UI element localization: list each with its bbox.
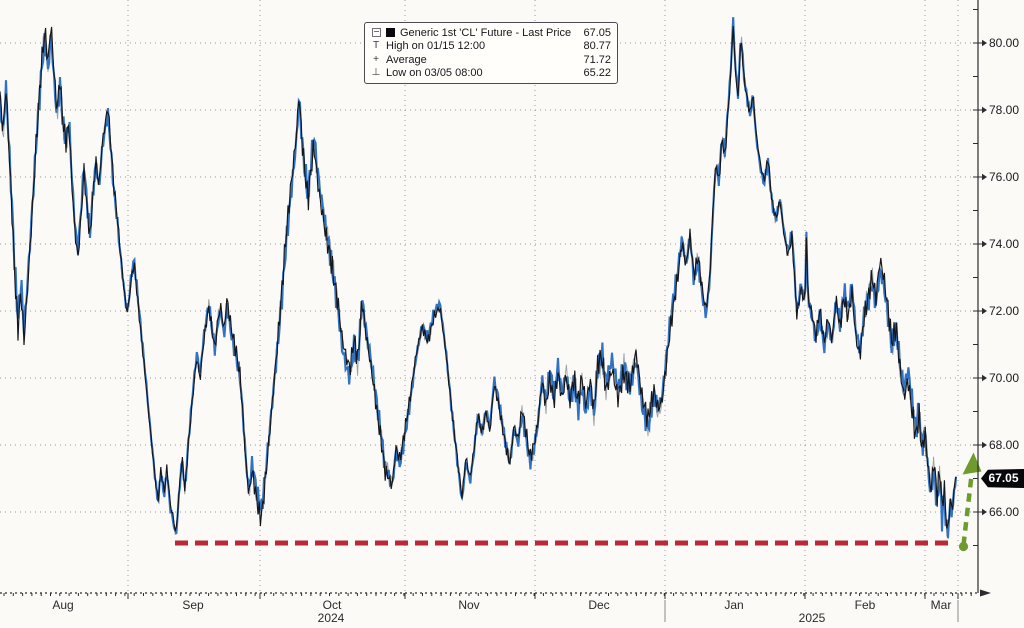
legend-expander-icon[interactable] bbox=[371, 28, 381, 38]
month-label: Dec bbox=[588, 598, 609, 612]
trend-arrow-dot bbox=[958, 541, 969, 552]
month-label: Mar bbox=[931, 598, 952, 612]
year-label: 2025 bbox=[799, 611, 826, 623]
legend-row-low: ⊥ Low on 03/05 08:00 65.22 bbox=[369, 67, 611, 81]
legend-series-label: Generic 1st 'CL' Future - Last Price bbox=[400, 26, 572, 39]
legend-high-label: High on 01/15 12:00 bbox=[386, 40, 486, 53]
y-tick-arrow-icon bbox=[982, 106, 987, 114]
legend-low-value: 65.22 bbox=[583, 67, 611, 80]
high-marker-icon: T bbox=[372, 40, 380, 52]
legend-average-label: Average bbox=[386, 53, 427, 66]
month-label: Oct bbox=[323, 598, 342, 612]
legend-last-price-value: 67.05 bbox=[583, 26, 611, 39]
low-marker-icon: ⊥ bbox=[371, 67, 381, 79]
y-tick-label: 80.00 bbox=[989, 36, 1019, 50]
y-tick-label: 66.00 bbox=[989, 505, 1019, 519]
month-label: Nov bbox=[458, 598, 479, 612]
month-label: Aug bbox=[52, 598, 73, 612]
last-price-badge: 67.05 bbox=[981, 469, 1024, 488]
y-tick-arrow-icon bbox=[982, 508, 987, 516]
price-line-shadow bbox=[0, 22, 957, 540]
average-marker-icon: + bbox=[373, 53, 379, 65]
y-tick-label: 78.00 bbox=[989, 103, 1019, 117]
legend-high-value: 80.77 bbox=[583, 40, 611, 53]
legend-row-high: T High on 01/15 12:00 80.77 bbox=[369, 40, 611, 54]
legend-row-average: + Average 71.72 bbox=[369, 53, 611, 67]
y-tick-label: 68.00 bbox=[989, 438, 1019, 452]
legend-low-label: Low on 03/05 08:00 bbox=[386, 67, 483, 80]
y-tick-label: 72.00 bbox=[989, 304, 1019, 318]
price-line-blue bbox=[0, 17, 958, 539]
trend-arrow-shaft bbox=[961, 472, 975, 546]
y-tick-arrow-icon bbox=[982, 173, 987, 181]
trend-arrow-head-icon bbox=[962, 452, 982, 475]
y-tick-arrow-icon bbox=[982, 240, 987, 248]
chart-legend[interactable]: Generic 1st 'CL' Future - Last Price 67.… bbox=[364, 22, 618, 84]
x-axis-arrow-icon bbox=[980, 589, 991, 597]
y-tick-label: 70.00 bbox=[989, 371, 1019, 385]
series-swatch-icon bbox=[386, 28, 395, 38]
y-tick-label: 74.00 bbox=[989, 237, 1019, 251]
legend-average-value: 71.72 bbox=[583, 53, 611, 66]
y-tick-arrow-icon bbox=[982, 441, 987, 449]
month-label: Jan bbox=[724, 598, 743, 612]
legend-row-last-price: Generic 1st 'CL' Future - Last Price 67.… bbox=[369, 26, 611, 40]
year-label: 2024 bbox=[318, 611, 345, 623]
month-label: Feb bbox=[855, 598, 876, 612]
y-tick-label: 76.00 bbox=[989, 170, 1019, 184]
y-tick-arrow-icon bbox=[982, 39, 987, 47]
y-tick-arrow-icon bbox=[982, 307, 987, 315]
price-line-black bbox=[0, 25, 957, 532]
month-label: Sep bbox=[182, 598, 204, 612]
y-tick-arrow-icon bbox=[982, 374, 987, 382]
